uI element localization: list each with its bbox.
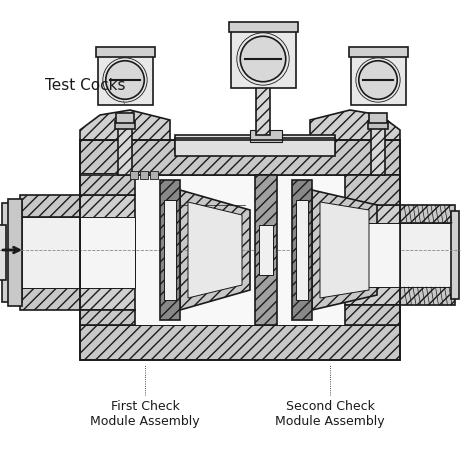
Polygon shape [180,190,250,310]
Bar [345,223,400,287]
Bar [349,47,408,57]
Bar [296,200,308,300]
Bar [98,55,153,105]
Bar [400,205,455,223]
Text: Test Cocks: Test Cocks [45,78,126,93]
Bar [255,175,277,325]
Bar [175,138,335,156]
Bar [231,30,296,88]
Bar [20,288,80,310]
Bar [80,140,400,360]
Bar [160,180,180,320]
Polygon shape [320,202,369,298]
Bar [115,121,135,129]
Bar [400,223,455,287]
Bar [8,199,22,306]
Polygon shape [345,305,400,325]
Bar [130,171,138,179]
Bar [254,68,272,78]
Bar [451,211,459,299]
Bar [229,22,298,32]
Bar [292,180,312,320]
Bar [150,171,158,179]
Bar [369,113,387,123]
Polygon shape [80,110,170,140]
Bar [96,47,155,57]
Bar [253,76,273,84]
Bar [20,195,80,217]
Text: Second Check
Module Assembly: Second Check Module Assembly [275,400,385,428]
Polygon shape [80,175,135,195]
Polygon shape [310,110,400,140]
Bar [140,171,148,179]
Bar [118,125,132,175]
Bar [20,217,80,288]
Bar [80,195,135,310]
Bar [259,225,273,275]
Polygon shape [345,175,400,205]
Bar [175,135,335,152]
Polygon shape [80,173,135,175]
Bar [250,130,282,142]
Text: First Check
Module Assembly: First Check Module Assembly [90,400,200,428]
Bar [80,325,400,360]
Bar [2,203,22,302]
Bar [256,80,270,135]
Circle shape [106,61,144,99]
Bar [164,200,176,300]
Polygon shape [80,310,135,325]
Circle shape [359,61,397,99]
Bar [368,121,388,129]
Bar [116,113,134,123]
Bar [80,175,400,325]
Bar [80,140,400,175]
Bar [80,217,135,288]
Bar [351,55,406,105]
Bar [345,205,400,305]
Circle shape [240,36,286,82]
Bar [0,225,6,280]
Polygon shape [188,202,242,298]
Polygon shape [312,190,377,310]
Bar [371,125,385,175]
Bar [400,287,455,305]
